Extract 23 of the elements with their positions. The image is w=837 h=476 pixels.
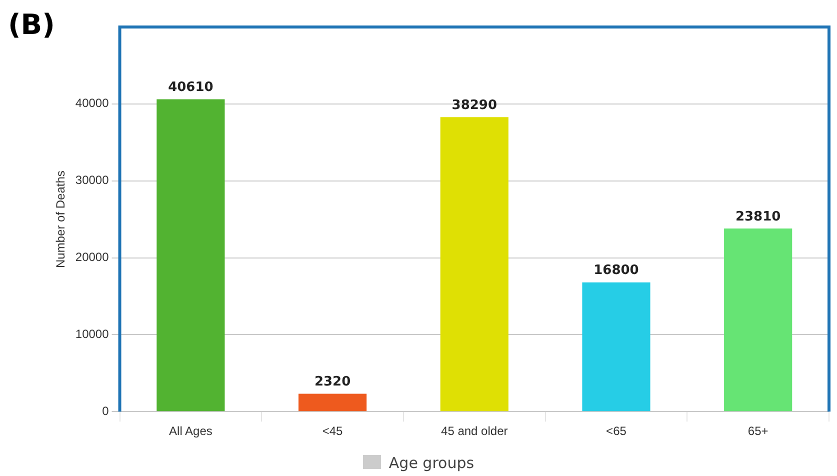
text: Age groups [388,454,474,472]
x-tick-label: 45 and older [441,424,508,438]
bar [440,117,508,412]
y-tick-label: 30000 [75,173,110,188]
y-tick-label: 10000 [75,326,110,341]
x-tick-label: 65+ [748,424,768,438]
data-label: 40610 [168,80,214,96]
data-label: 23810 [735,209,781,224]
bar [724,228,792,412]
bar [156,99,225,412]
y-tick-label: 0 [102,404,110,418]
data-label: 2320 [314,374,351,390]
x-tick-label: All Ages [169,424,212,438]
y-tick-label: 20000 [75,250,110,264]
x-tick-label: <45 [322,424,344,438]
y-axis-title: Number of Deaths [54,170,68,268]
bar [582,282,650,412]
x-tick-label: <65 [606,424,627,438]
text: (B) [8,8,55,41]
data-label: 16800 [594,263,639,278]
y-tick-label: 40000 [75,96,110,110]
data-label: 38290 [452,98,497,113]
bar [298,394,367,412]
